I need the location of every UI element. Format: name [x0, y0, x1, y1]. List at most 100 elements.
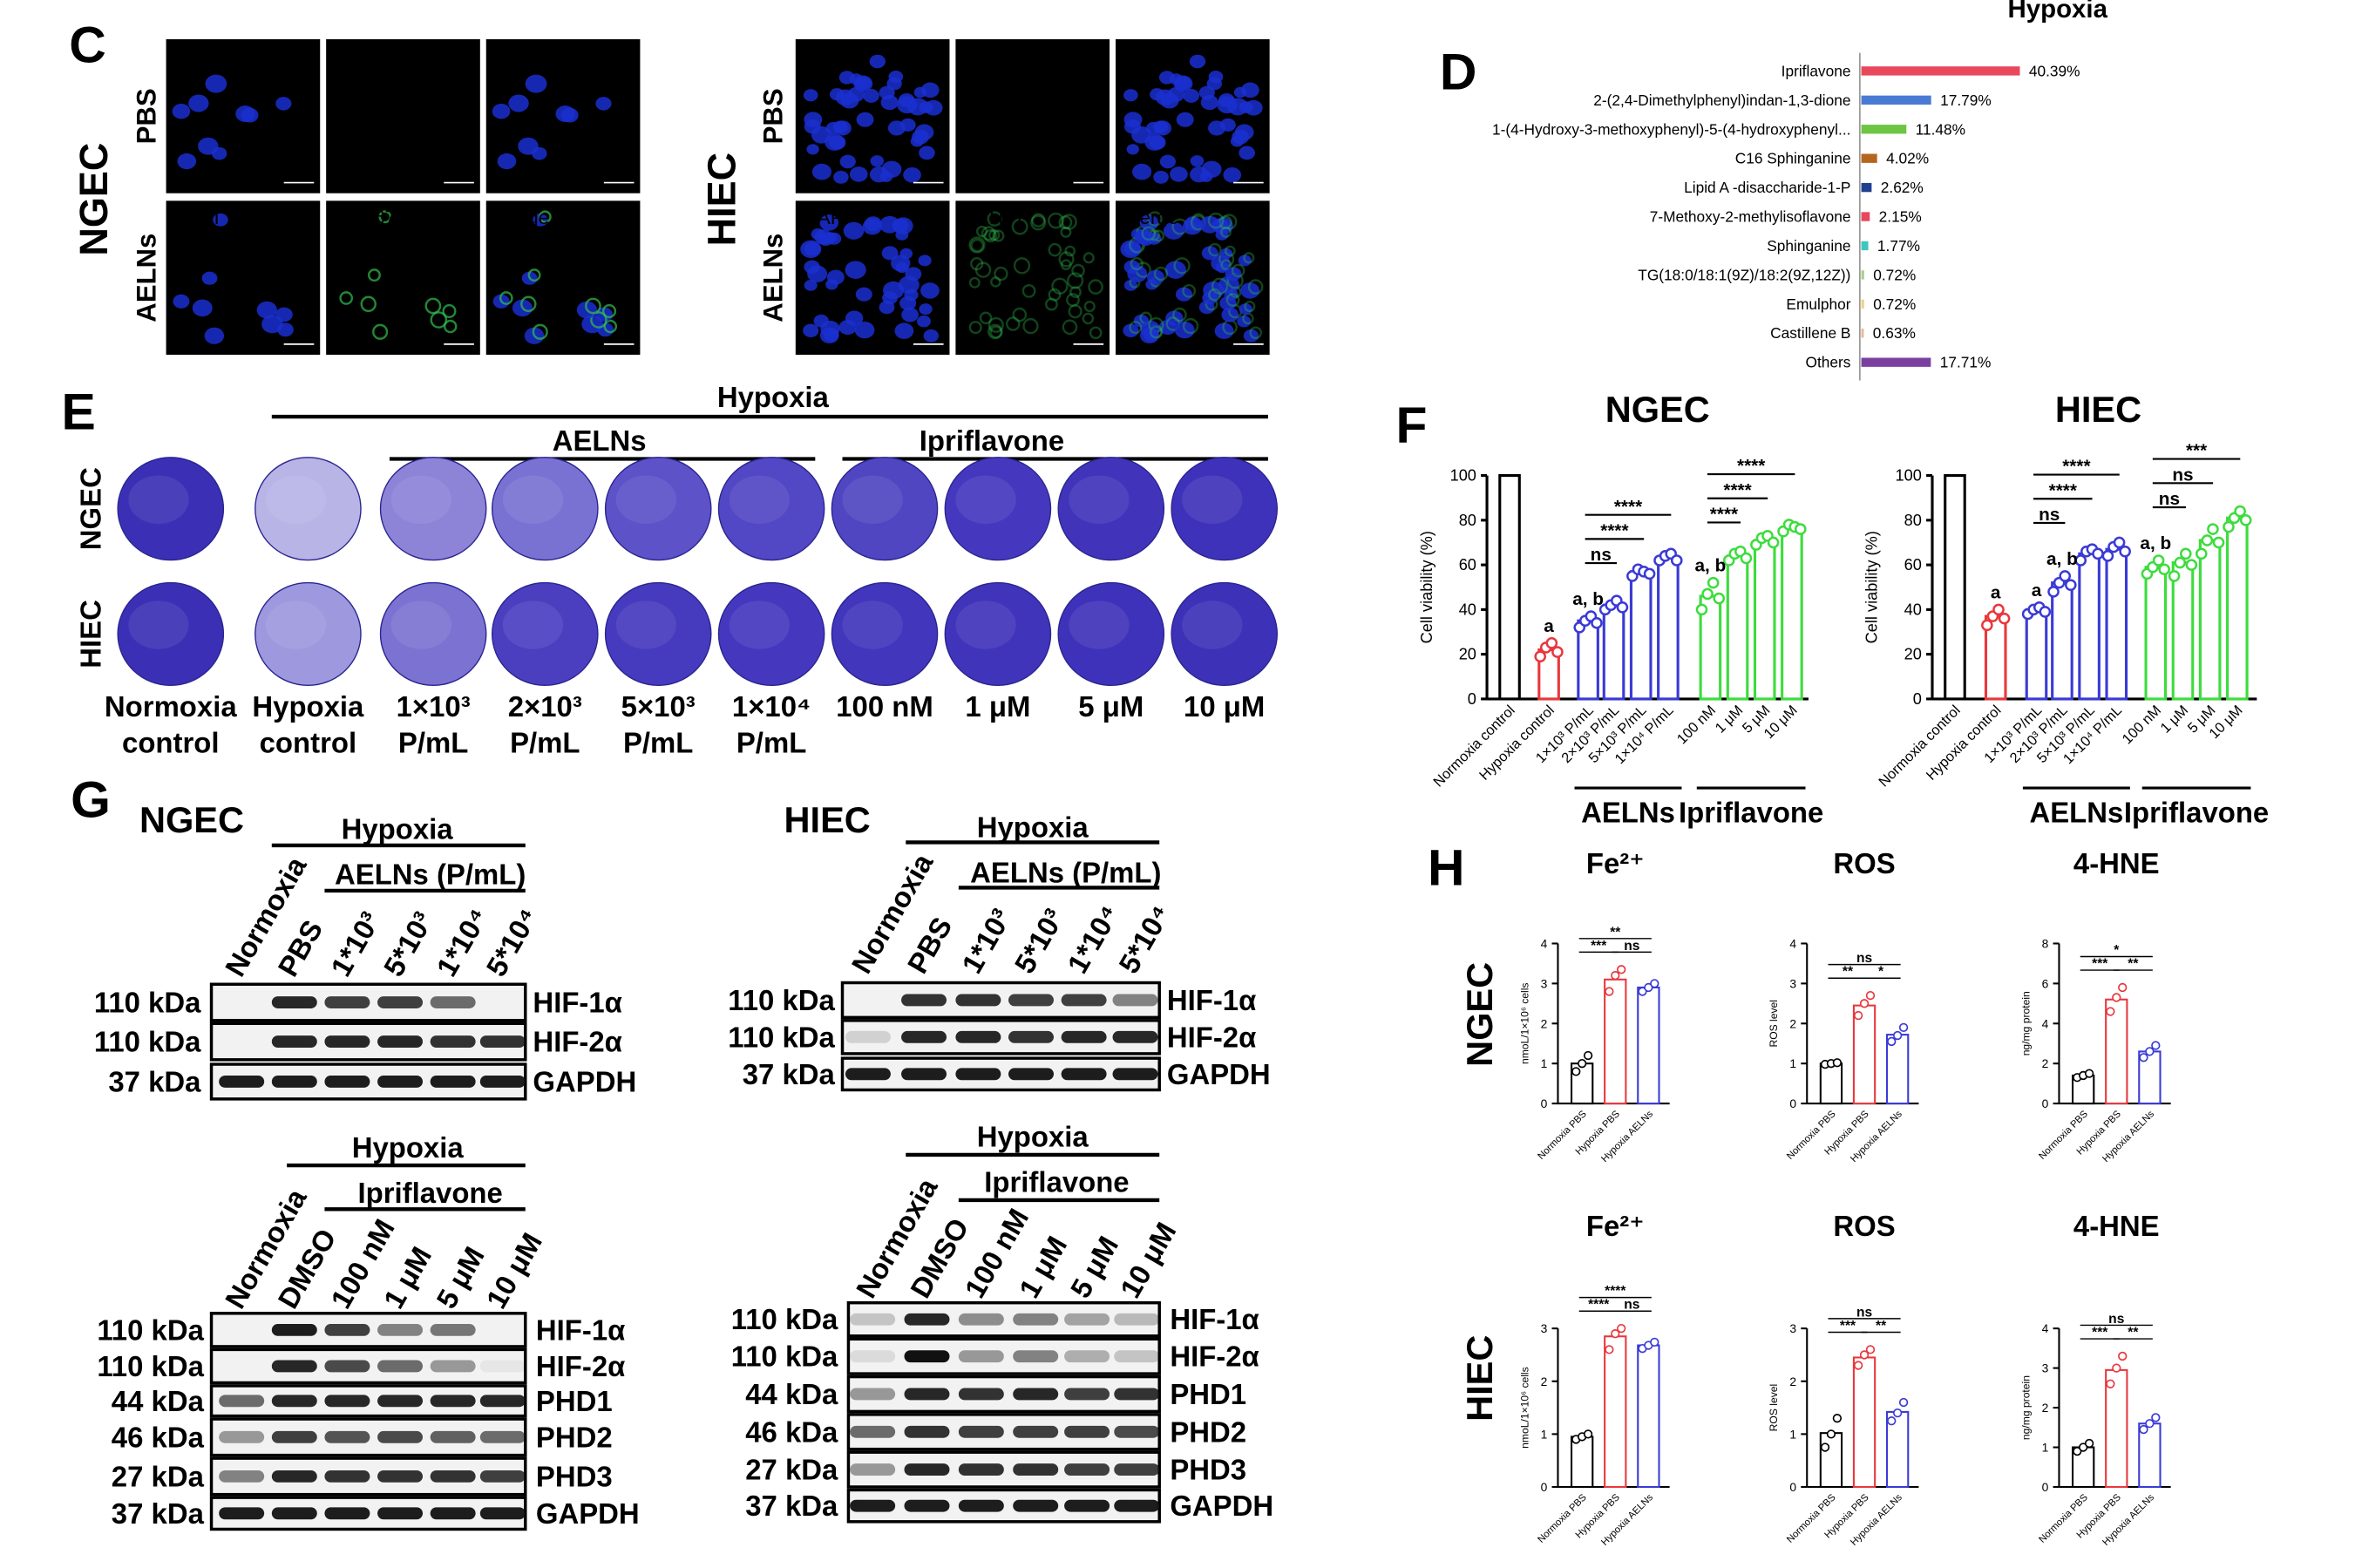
y-tick-label: 2: [1789, 1375, 1796, 1388]
category-label: Others: [1806, 354, 1851, 371]
dish-sheen: [390, 475, 451, 524]
nucleus: [1240, 282, 1259, 299]
nucleus: [213, 213, 228, 227]
nucleus: [1230, 135, 1244, 147]
nucleus: [1238, 255, 1252, 267]
blot-band: [904, 1388, 950, 1401]
blot-band: [271, 1470, 317, 1483]
kda-label: 37 kDa: [743, 1058, 836, 1090]
cell-label: HIEC: [699, 153, 743, 247]
vesicle: [1058, 215, 1073, 230]
data-point: [2196, 547, 2208, 560]
y-tick-label: 1: [1789, 1427, 1796, 1441]
data-point: [2168, 570, 2181, 582]
annotation: ns: [1591, 545, 1612, 565]
y-tick-label: 6: [2042, 976, 2049, 990]
data-point: [2207, 523, 2219, 535]
vesicle: [988, 229, 1001, 241]
nucleus: [177, 153, 197, 170]
blot-band: [1013, 1499, 1059, 1512]
nucleus: [879, 215, 900, 234]
nucleus: [804, 112, 823, 128]
nucleus: [924, 99, 943, 116]
y-tick-label: 3: [1789, 1321, 1796, 1335]
data-point: [2152, 554, 2165, 567]
data-point: [2073, 1446, 2082, 1456]
bar: [1861, 182, 1872, 193]
kda-label: 44 kDa: [745, 1378, 838, 1410]
bar: [2226, 516, 2249, 701]
annotation: ****: [1605, 1284, 1626, 1299]
y-tick-label: 2: [2042, 1401, 2049, 1415]
scale-label: 50 μm: [288, 345, 311, 355]
vesicle: [1031, 213, 1046, 227]
vesicle: [1220, 259, 1232, 271]
culture-dish: [379, 581, 487, 687]
blot-band: [845, 1068, 891, 1081]
y-axis-label: nmoL/1×10⁶ cells: [1518, 983, 1530, 1065]
vesicle: [1231, 263, 1245, 278]
lane-label: 1*10⁴: [430, 902, 494, 981]
nucleus: [201, 271, 218, 285]
blot-band: [850, 1499, 896, 1512]
column-label: 100 nM: [836, 690, 933, 723]
category-label: Lipid A -disaccharide-1-P: [1684, 179, 1850, 196]
dish-sheen: [390, 601, 451, 649]
vesicle: [989, 325, 1003, 339]
data-point: [1707, 576, 1720, 589]
annotation: ****: [1737, 456, 1766, 476]
blot-band: [850, 1350, 896, 1363]
nucleus: [1233, 86, 1247, 98]
annotation: a, b: [2046, 549, 2078, 569]
column-label: 2×10³: [508, 690, 582, 723]
channel-label: Merge: [493, 207, 549, 228]
data-point: [1794, 523, 1807, 535]
bar: [2198, 539, 2222, 701]
blot-band: [430, 1430, 476, 1443]
bar: [1861, 95, 1931, 105]
category-label: Ipriflavone: [1782, 62, 1851, 79]
micrograph: [955, 39, 1110, 193]
blot-band: [901, 1030, 947, 1043]
bar: [1781, 525, 1803, 701]
protein-label: GAPDH: [536, 1497, 640, 1530]
nucleus: [497, 153, 517, 170]
data-point: [1571, 1067, 1581, 1076]
lane-label: PBS: [271, 914, 329, 981]
blot-band: [1013, 1388, 1059, 1401]
data-point: [2084, 1069, 2094, 1078]
y-axis-label: Cell viability (%): [1418, 531, 1435, 643]
blot-band: [850, 1388, 896, 1401]
dish-sheen: [1182, 601, 1243, 649]
kda-label: 46 kDa: [112, 1421, 205, 1453]
vesicle: [981, 226, 996, 241]
dish-sheen: [955, 475, 1016, 524]
blot-band: [1114, 1463, 1160, 1476]
annotation: ****: [1588, 1298, 1610, 1313]
nucleus: [173, 294, 190, 309]
data-point: [2118, 1351, 2128, 1361]
data-point: [1992, 603, 2005, 616]
data-point: [1638, 987, 1647, 996]
scale-label: 50 μm: [1076, 184, 1100, 193]
protein-label: HIF-1α: [1167, 984, 1256, 1016]
nucleus: [803, 89, 818, 102]
nucleus: [923, 329, 940, 343]
y-axis-label: ng/mg protein: [2019, 1375, 2032, 1440]
nucleus: [1134, 229, 1152, 245]
nucleus: [804, 260, 820, 275]
blot-band: [850, 1463, 896, 1476]
value-label: 2.62%: [1881, 179, 1924, 196]
category-label: 7-Methoxy-2-methylisoflavone: [1650, 208, 1851, 226]
nucleus: [211, 146, 227, 160]
category-label: TG(18:0/18:1(9Z)/18:2(9Z,12Z)): [1638, 266, 1850, 283]
row-label: PBS: [757, 88, 788, 144]
value-label: 0.63%: [1873, 324, 1916, 342]
protein-label: HIF-2α: [1170, 1341, 1259, 1373]
blot-band: [324, 1507, 370, 1520]
nucleus: [1199, 171, 1213, 182]
vesicle: [367, 268, 381, 282]
y-tick-label: 3: [1789, 976, 1796, 990]
vesicle: [1247, 279, 1264, 295]
blot-band: [430, 1395, 476, 1408]
